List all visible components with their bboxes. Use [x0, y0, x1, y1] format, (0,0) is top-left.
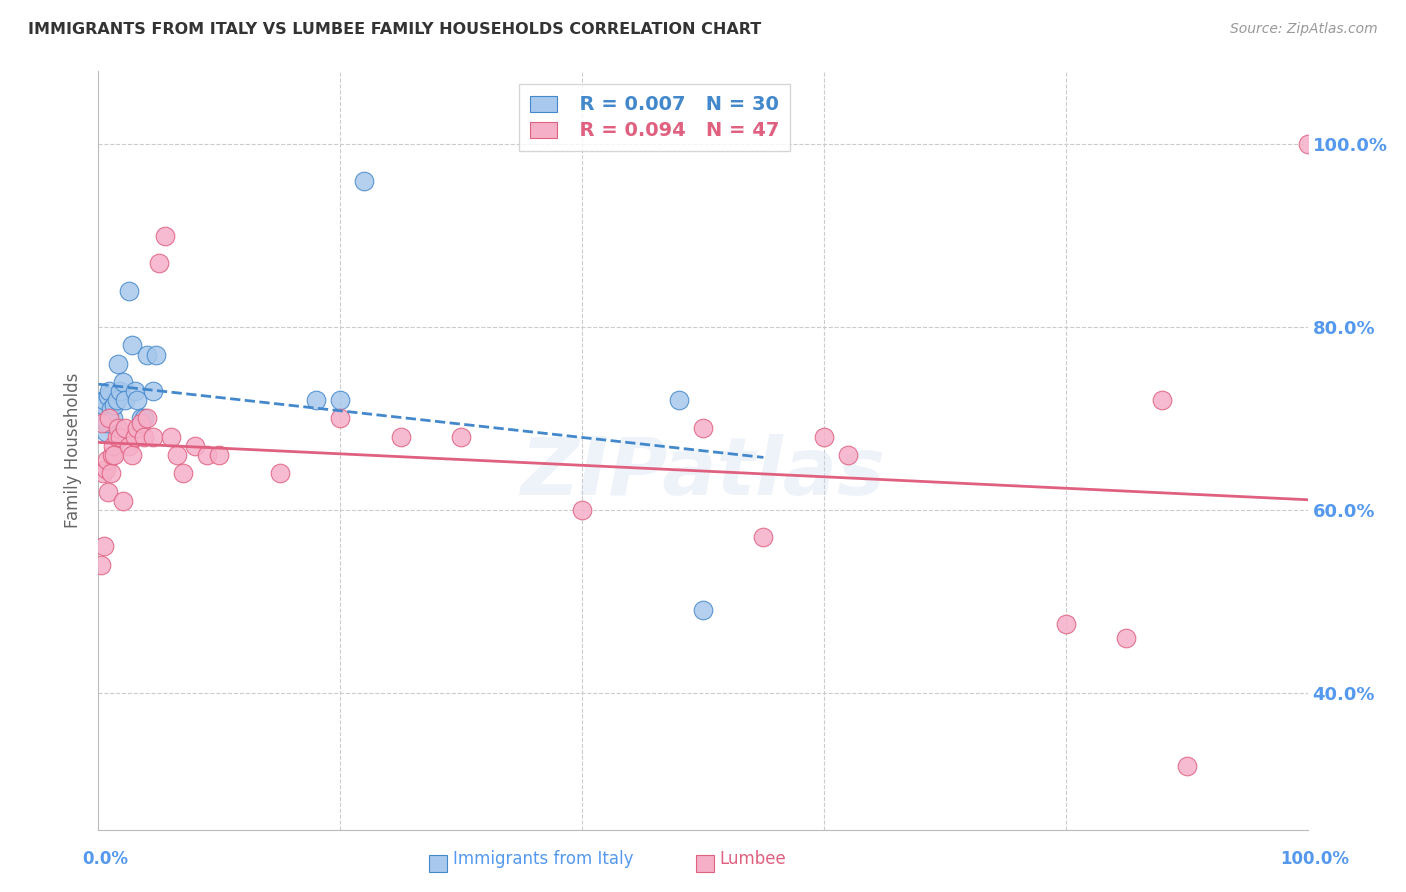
Point — [90, 411, 112, 425]
Point — [96, 452, 118, 467]
Point — [305, 393, 328, 408]
Point — [1054, 617, 1077, 632]
Point — [389, 430, 412, 444]
Text: ZIPatlas: ZIPatlas — [520, 434, 886, 512]
Point — [101, 411, 124, 425]
Point — [135, 411, 157, 425]
Point — [96, 416, 118, 430]
Point — [118, 439, 141, 453]
Point — [142, 384, 165, 398]
Point — [97, 389, 120, 403]
Point — [692, 420, 714, 434]
Point — [124, 430, 146, 444]
Point — [107, 420, 129, 434]
Point — [195, 448, 218, 462]
Point — [329, 411, 352, 425]
Point — [134, 430, 156, 444]
Point — [1152, 393, 1174, 408]
Point — [124, 384, 146, 398]
Point — [111, 375, 134, 389]
Point — [129, 411, 152, 425]
Legend:   R = 0.007   N = 30,   R = 0.094   N = 47: R = 0.007 N = 30, R = 0.094 N = 47 — [519, 84, 790, 151]
Point — [1296, 137, 1319, 152]
Y-axis label: Family Households: Family Households — [65, 373, 83, 528]
Point — [101, 439, 124, 453]
Point — [114, 420, 136, 434]
Point — [105, 393, 128, 408]
Point — [172, 467, 194, 481]
Point — [100, 402, 122, 417]
Point — [145, 347, 167, 361]
Text: Lumbee: Lumbee — [720, 850, 786, 868]
Point — [752, 530, 775, 544]
Point — [208, 448, 231, 462]
Text: 0.0%: 0.0% — [83, 850, 128, 868]
Point — [103, 448, 125, 462]
Point — [127, 393, 149, 408]
Point — [1115, 631, 1137, 645]
Point — [91, 416, 114, 430]
Point — [153, 228, 176, 243]
Point — [93, 540, 115, 554]
Point — [91, 398, 114, 412]
Point — [668, 393, 690, 408]
Point — [100, 448, 122, 462]
Point — [98, 411, 121, 425]
Point — [91, 402, 114, 417]
Point — [94, 461, 117, 475]
Point — [93, 393, 115, 408]
Point — [98, 384, 121, 398]
Point — [837, 448, 859, 462]
Point — [353, 174, 375, 188]
Point — [103, 398, 125, 412]
Point — [97, 484, 120, 499]
Text: Source: ZipAtlas.com: Source: ZipAtlas.com — [1230, 22, 1378, 37]
Point — [129, 416, 152, 430]
Point — [90, 558, 112, 572]
Point — [142, 430, 165, 444]
Point — [184, 439, 207, 453]
Point — [450, 430, 472, 444]
Point — [108, 384, 131, 398]
Text: 100.0%: 100.0% — [1279, 850, 1350, 868]
Point — [166, 448, 188, 462]
Point — [269, 467, 291, 481]
Point — [148, 256, 170, 270]
Point — [118, 284, 141, 298]
Point — [692, 603, 714, 617]
Point — [108, 430, 131, 444]
Point — [100, 467, 122, 481]
Point — [94, 425, 117, 440]
Point — [91, 467, 114, 481]
Text: IMMIGRANTS FROM ITALY VS LUMBEE FAMILY HOUSEHOLDS CORRELATION CHART: IMMIGRANTS FROM ITALY VS LUMBEE FAMILY H… — [28, 22, 762, 37]
Point — [329, 393, 352, 408]
Point — [571, 503, 593, 517]
Point — [111, 493, 134, 508]
Point — [135, 347, 157, 361]
Point — [813, 430, 835, 444]
Point — [127, 420, 149, 434]
Point — [1175, 758, 1198, 772]
Point — [105, 430, 128, 444]
Point — [160, 430, 183, 444]
Point — [121, 338, 143, 352]
Point — [107, 357, 129, 371]
Point — [114, 393, 136, 408]
Point — [121, 448, 143, 462]
Text: Immigrants from Italy: Immigrants from Italy — [453, 850, 633, 868]
Point — [134, 411, 156, 425]
